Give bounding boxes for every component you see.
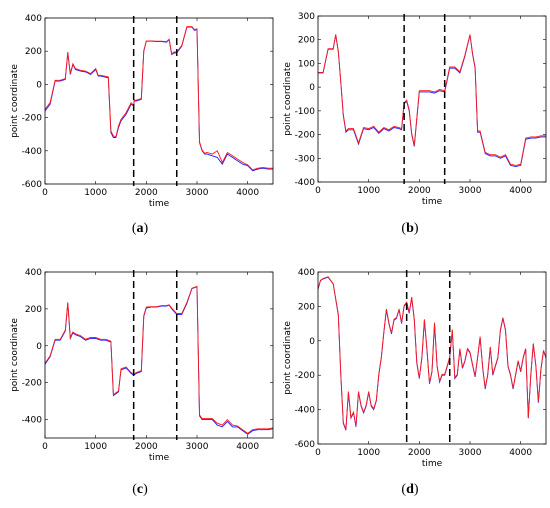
- x-tick-label: 2000: [408, 448, 431, 458]
- x-tick-label: 3000: [186, 188, 209, 198]
- series-line-blue: [318, 276, 546, 431]
- y-axis-label: point coordinate: [283, 321, 293, 395]
- x-axis-label: time: [422, 459, 443, 469]
- x-tick-label: 1000: [84, 442, 107, 452]
- y-tick-label: 400: [298, 268, 315, 278]
- panel-caption: (d): [401, 482, 418, 497]
- x-tick-label: 3000: [459, 448, 482, 458]
- x-tick-label: 0: [315, 448, 321, 458]
- y-axis-label: point coordinate: [10, 318, 20, 392]
- axes-frame: [317, 271, 547, 445]
- y-tick-label: 200: [298, 302, 315, 312]
- y-tick-label: -600: [22, 180, 43, 190]
- panel-b: 0 1000 2000 3000 4000 -400 -300 -200 -100 0 100 200…: [283, 12, 547, 236]
- x-tick-label: 3000: [186, 442, 209, 452]
- y-tick-label: 200: [25, 305, 42, 315]
- x-tick-label: 0: [315, 186, 321, 196]
- y-tick-label: -200: [295, 131, 316, 141]
- x-tick-label: 4000: [236, 188, 259, 198]
- series-line-red: [318, 34, 546, 166]
- panel-caption-letter: c: [137, 482, 143, 497]
- y-tick-label: -400: [22, 147, 43, 157]
- y-tick-label: 0: [36, 342, 42, 352]
- panel-d: 0 1000 2000 3000 4000 -600 -400 -200 0 200 400 time…: [283, 268, 547, 497]
- panel-c: 0 1000 2000 3000 4000 -400 -200 0 200 400 time poin…: [10, 268, 274, 497]
- panel-a: 0 1000 2000 3000 4000 -600 -400 -200 0 200 400 time…: [10, 14, 274, 236]
- y-axis-label: point coordinate: [283, 62, 293, 136]
- x-axis-label: time: [149, 199, 170, 209]
- y-tick-label: 400: [25, 14, 42, 24]
- panel-caption: (a): [132, 221, 149, 236]
- x-axis-label: time: [149, 453, 170, 463]
- x-tick-label: 0: [42, 442, 48, 452]
- series-line-blue: [45, 286, 273, 435]
- panel-caption-letter: b: [406, 221, 414, 236]
- x-tick-label: 2000: [135, 442, 158, 452]
- y-tick-label: 100: [298, 59, 315, 69]
- y-tick-label: 0: [309, 337, 315, 347]
- axes-frame: [44, 271, 274, 439]
- x-tick-label: 2000: [135, 188, 158, 198]
- y-tick-label: 0: [36, 80, 42, 90]
- axes-frame: [44, 17, 274, 185]
- x-tick-label: 3000: [459, 186, 482, 196]
- x-tick-label: 1000: [357, 448, 380, 458]
- panel-caption: (b): [401, 221, 418, 236]
- y-axis-label: point coordinate: [10, 64, 20, 138]
- x-tick-label: 4000: [509, 186, 532, 196]
- y-tick-label: -400: [22, 416, 43, 426]
- panel-caption: (c): [132, 482, 148, 497]
- y-tick-label: -200: [22, 114, 43, 124]
- series-line-blue: [45, 26, 273, 172]
- y-tick-label: -400: [295, 406, 316, 416]
- series-line-red: [45, 285, 273, 434]
- y-tick-label: -200: [295, 371, 316, 381]
- axes-frame: [317, 15, 547, 183]
- y-tick-label: -400: [295, 178, 316, 188]
- x-tick-label: 4000: [509, 448, 532, 458]
- x-axis-label: time: [422, 197, 443, 207]
- x-tick-label: 0: [42, 188, 48, 198]
- panel-caption-letter: d: [406, 482, 414, 497]
- y-tick-label: -600: [295, 440, 316, 450]
- x-tick-label: 4000: [236, 442, 259, 452]
- y-tick-label: 200: [298, 36, 315, 46]
- y-tick-label: -200: [22, 379, 43, 389]
- series-line-red: [318, 276, 546, 430]
- y-tick-label: -100: [295, 107, 316, 117]
- y-tick-label: 400: [25, 268, 42, 278]
- y-tick-label: 200: [25, 47, 42, 57]
- y-tick-label: 0: [309, 83, 315, 93]
- x-tick-label: 2000: [408, 186, 431, 196]
- series-line-red: [45, 26, 273, 171]
- x-tick-label: 1000: [84, 188, 107, 198]
- y-tick-label: 300: [298, 12, 315, 22]
- series-line-blue: [318, 34, 546, 168]
- panel-caption-letter: a: [137, 221, 144, 236]
- x-tick-label: 1000: [357, 186, 380, 196]
- y-tick-label: -300: [295, 154, 316, 164]
